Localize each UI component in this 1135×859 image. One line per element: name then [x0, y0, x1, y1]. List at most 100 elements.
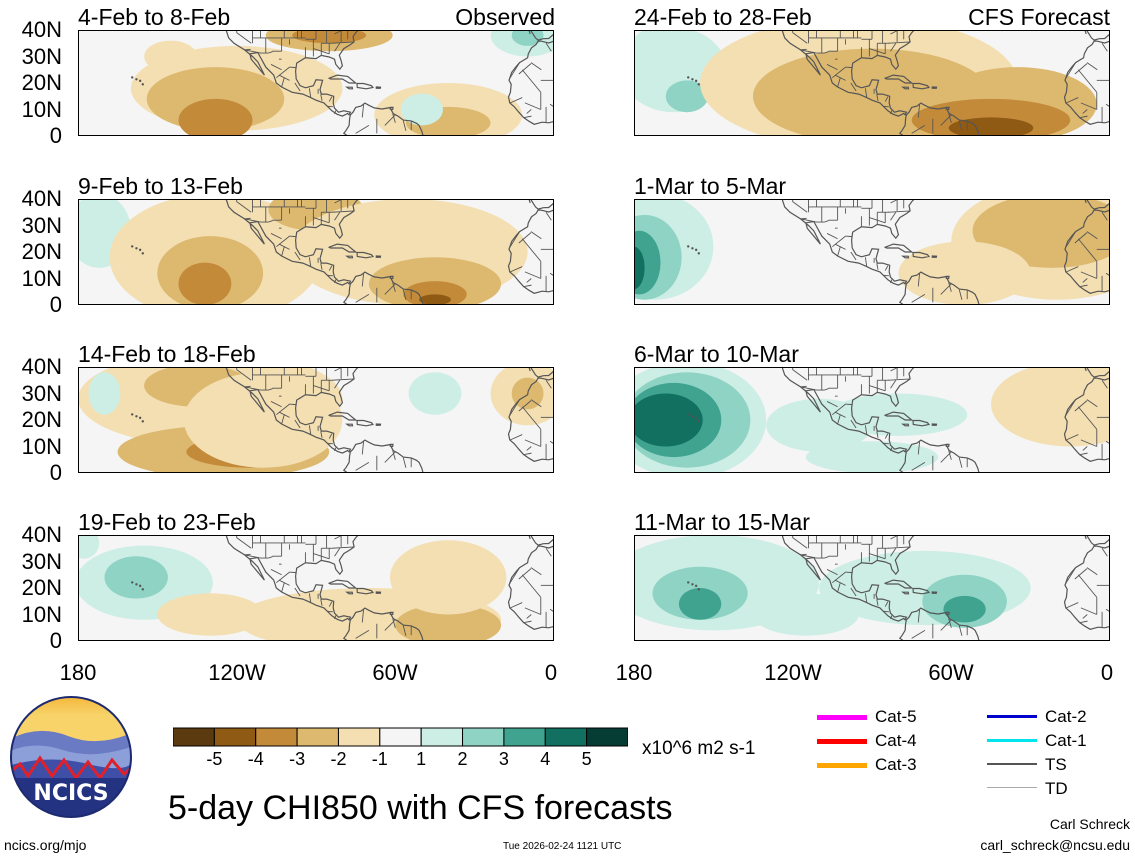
colorbar-swatch-0 [173, 727, 215, 747]
boundary-7 [331, 378, 355, 381]
anomaly-field [78, 535, 507, 641]
colorbar-swatch-1 [213, 727, 257, 747]
y-tick-row3-4: 0 [49, 460, 62, 485]
coastline-2 [507, 209, 554, 294]
boundary-52 [1086, 567, 1098, 576]
boundary-52 [530, 231, 542, 240]
coastline-2 [507, 377, 554, 462]
island-3 [375, 423, 382, 426]
legend-label-cat-2: Cat-2 [1045, 707, 1087, 726]
legend-label-td: TD [1045, 779, 1068, 798]
boundary-43 [278, 579, 290, 586]
hawaii-island-2 [691, 247, 694, 250]
island-4 [389, 611, 394, 616]
boundary-43 [834, 579, 846, 586]
map-panel-obs-4 [78, 535, 554, 641]
hawaii-island-3 [131, 76, 134, 79]
map-frame [634, 30, 1110, 136]
boundary-62 [545, 548, 552, 557]
x-tick-left-120w: 120W [208, 660, 266, 685]
boundary-30 [800, 386, 817, 391]
hawaii-island-0 [141, 420, 144, 423]
observed-label: Observed [455, 4, 555, 30]
coastline-0 [771, 30, 915, 117]
boundary-35 [289, 235, 296, 238]
island-4 [389, 443, 394, 448]
boundary-60 [526, 278, 532, 283]
coastline-3 [528, 535, 554, 546]
boundary-59 [510, 97, 523, 104]
panel-title-fc-2: 1-Mar to 5-Mar [634, 173, 787, 199]
panel-title-obs-4: 19-Feb to 23-Feb [78, 509, 256, 535]
coastlines [687, 535, 1110, 641]
map-frame [634, 367, 1110, 473]
boundary-24 [792, 201, 808, 213]
legend-label-cat-1: Cat-1 [1045, 731, 1087, 750]
boundary-47 [917, 273, 921, 287]
y-tick-row2-2: 20N [21, 239, 62, 264]
hawaii-island-2 [135, 78, 138, 81]
island-3 [931, 86, 938, 89]
anomaly-contour-6 [753, 593, 859, 636]
boundary-56 [1080, 607, 1097, 615]
boundary-60 [526, 446, 532, 451]
colorbar-label-4: -1 [371, 749, 388, 769]
panel-title-fc-3: 6-Mar to 10-Mar [634, 341, 799, 367]
boundary-44 [270, 64, 282, 71]
boundary-40 [328, 601, 333, 607]
colorbar-label-3: -2 [330, 749, 347, 769]
island-4 [389, 275, 394, 280]
coastline-0 [771, 367, 915, 454]
coastline-3 [528, 367, 554, 378]
boundary-7 [331, 546, 355, 549]
boundary-43 [834, 243, 846, 250]
boundary-59 [1066, 97, 1079, 104]
anomaly-contour-7 [400, 93, 443, 126]
hawaii-island-2 [135, 583, 138, 586]
boundary-32 [268, 388, 273, 391]
anomaly-contour-7 [403, 281, 467, 305]
colorbar-label-8: 4 [540, 749, 551, 769]
boundary-47 [917, 104, 921, 118]
coastline-2 [1063, 377, 1110, 462]
colorbar-swatch-4 [337, 727, 381, 747]
boundary-51 [392, 618, 396, 628]
boundary-40 [328, 96, 333, 102]
y-tick-row3-2: 20N [21, 407, 62, 432]
island-1 [912, 82, 930, 90]
boundary-44 [826, 401, 838, 408]
anomaly-contour-1 [104, 556, 168, 599]
boundary-39 [320, 263, 323, 270]
anomaly-contour-10 [144, 40, 197, 73]
boundary-47 [917, 441, 921, 455]
boundary-7 [331, 41, 355, 44]
boundary-53 [508, 567, 521, 585]
boundary-62 [545, 380, 552, 389]
hawaii-island-0 [697, 252, 700, 255]
boundary-34 [281, 414, 285, 425]
x-tick-right-180: 180 [615, 660, 653, 685]
anomaly-contour-2 [678, 588, 722, 620]
map-frame [634, 535, 1110, 641]
hawaii-island-3 [687, 76, 690, 79]
boundary-57 [1079, 452, 1088, 456]
coastline-2 [1063, 209, 1110, 294]
boundary-42 [890, 279, 893, 284]
boundary-49 [958, 625, 963, 636]
y-tick-row2-4: 0 [49, 292, 62, 317]
boundary-59 [1066, 602, 1079, 609]
hawaii-island-1 [694, 584, 698, 588]
anomaly-contour-3 [634, 246, 645, 290]
boundary-42 [334, 279, 337, 284]
boundary-63 [518, 232, 532, 244]
boundary-41 [883, 442, 889, 445]
boundary-36 [294, 587, 301, 597]
island-2 [345, 591, 354, 595]
hawaii-island-2 [135, 415, 138, 418]
boundary-44 [826, 233, 838, 240]
hawaii-island-2 [691, 583, 694, 586]
boundary-37 [864, 257, 868, 267]
boundary-53 [508, 62, 521, 80]
boundary-35 [845, 66, 852, 69]
anomaly-contour-2 [178, 98, 253, 136]
